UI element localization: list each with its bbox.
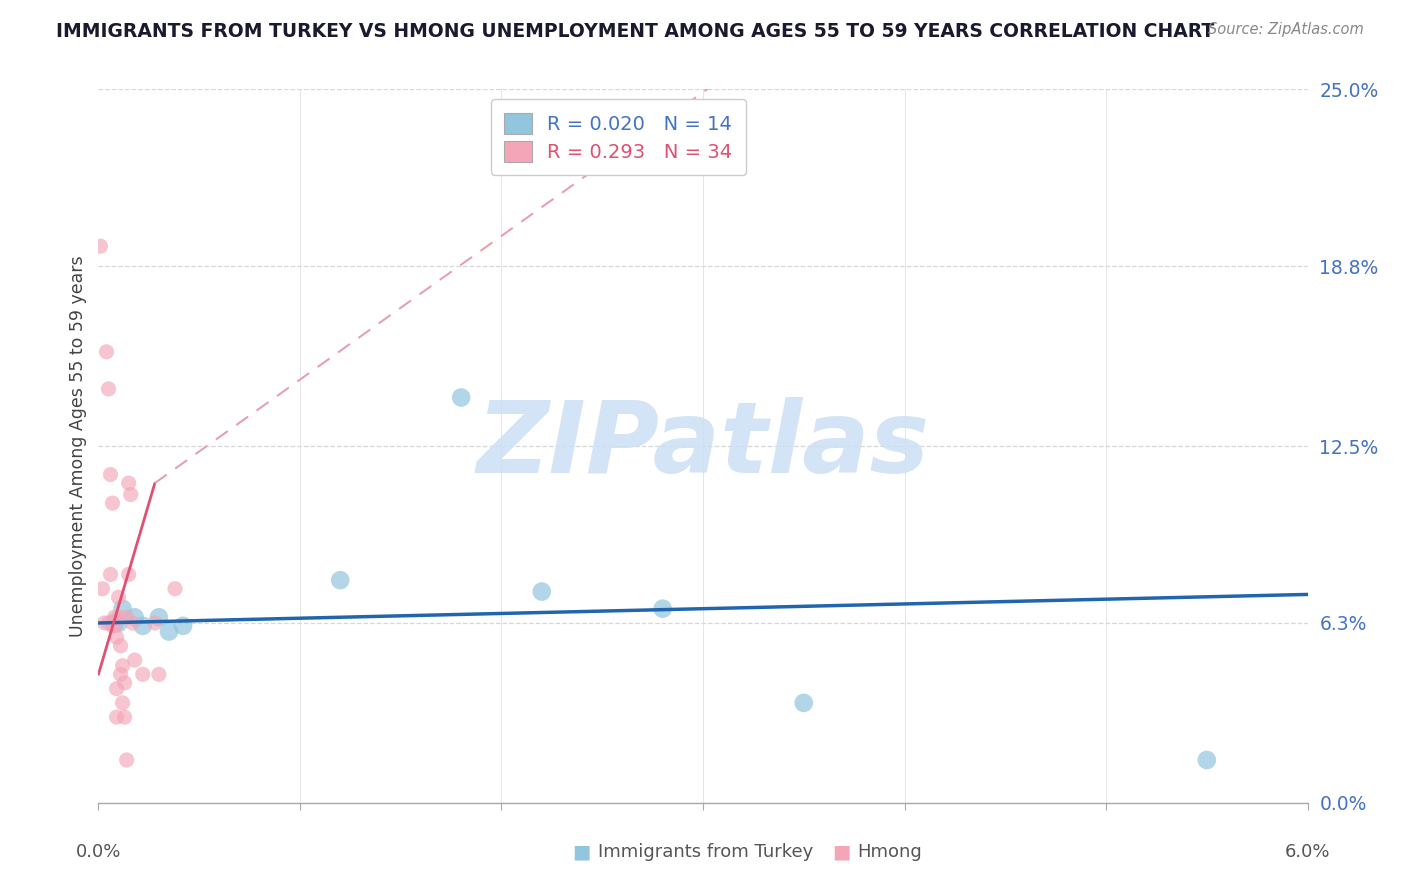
Point [124, 653, 146, 667]
Text: ZIPatlas: ZIPatlas [477, 398, 929, 494]
Legend: R = 0.020   N = 14, R = 0.293   N = 34: R = 0.020 N = 14, R = 0.293 N = 34 [491, 99, 747, 176]
Text: Immigrants from Turkey: Immigrants from Turkey [598, 843, 813, 861]
Y-axis label: Unemployment Among Ages 55 to 59 years: Unemployment Among Ages 55 to 59 years [69, 255, 87, 637]
Point [132, 619, 155, 633]
Point [111, 658, 134, 673]
Point [118, 567, 141, 582]
Point [105, 681, 128, 696]
Point [329, 573, 352, 587]
Point [107, 615, 129, 630]
Text: ■: ■ [832, 843, 851, 862]
Point [124, 610, 146, 624]
Text: Source: ZipAtlas.com: Source: ZipAtlas.com [1208, 22, 1364, 37]
Point [163, 582, 186, 596]
Point [111, 601, 134, 615]
Point [132, 667, 155, 681]
Point [103, 615, 125, 630]
Point [97, 382, 120, 396]
Point [157, 624, 180, 639]
Point [651, 601, 673, 615]
Point [121, 615, 143, 630]
Point [111, 696, 134, 710]
Text: Hmong: Hmong [858, 843, 922, 861]
Point [105, 630, 128, 644]
Point [793, 696, 815, 710]
Point [91, 582, 114, 596]
Text: IMMIGRANTS FROM TURKEY VS HMONG UNEMPLOYMENT AMONG AGES 55 TO 59 YEARS CORRELATI: IMMIGRANTS FROM TURKEY VS HMONG UNEMPLOY… [56, 22, 1215, 41]
Point [118, 476, 141, 491]
Point [172, 619, 194, 633]
Point [110, 667, 132, 681]
Point [110, 639, 132, 653]
Point [101, 496, 124, 510]
Point [115, 753, 138, 767]
Point [530, 584, 553, 599]
Text: 6.0%: 6.0% [1285, 843, 1330, 861]
Text: 0.0%: 0.0% [76, 843, 121, 861]
Point [114, 676, 136, 690]
Point [1195, 753, 1218, 767]
Point [107, 591, 129, 605]
Point [143, 615, 166, 630]
Point [100, 567, 122, 582]
Point [148, 610, 170, 624]
Point [97, 615, 120, 630]
Point [148, 667, 170, 681]
Point [107, 610, 129, 624]
Point [103, 610, 125, 624]
Point [115, 610, 138, 624]
Point [114, 710, 136, 724]
Point [93, 615, 115, 630]
Point [450, 391, 472, 405]
Point [103, 619, 125, 633]
Point [120, 487, 142, 501]
Point [105, 710, 128, 724]
Point [96, 344, 118, 359]
Point [101, 619, 124, 633]
Text: ■: ■ [572, 843, 591, 862]
Point [100, 467, 122, 482]
Point [89, 239, 111, 253]
